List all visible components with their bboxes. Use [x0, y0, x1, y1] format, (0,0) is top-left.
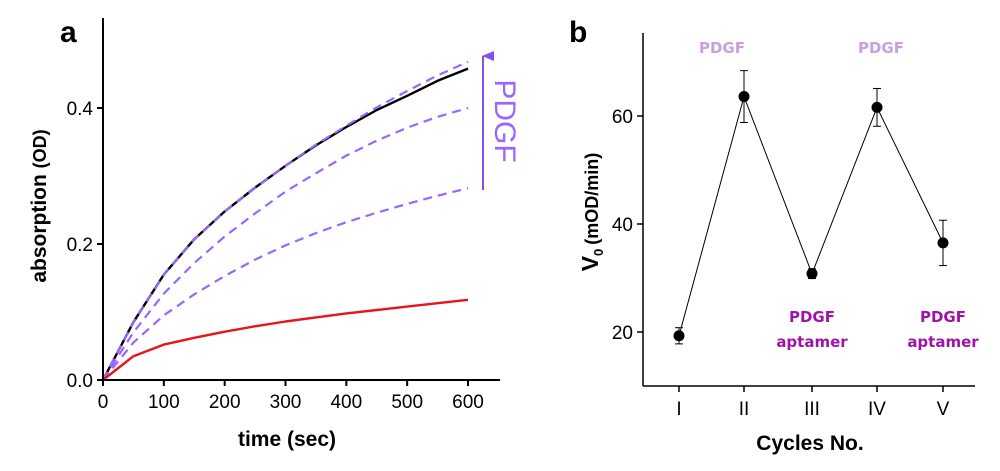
- panel-a-series: [101, 60, 469, 381]
- panel-a-xtick-label: 300: [270, 392, 302, 413]
- pdgf-arrow-label: PDGF: [488, 79, 521, 162]
- panel-a-xtick-label: 500: [391, 392, 423, 413]
- panel-b-ytick-label: 40: [612, 215, 633, 236]
- panel-a-ytick-label: 0.4: [67, 99, 94, 120]
- panel-b-ytick-label: 60: [612, 107, 633, 128]
- panel-b-ytick-label: 20: [612, 323, 633, 344]
- panel-b-xlabel: Cycles No.: [756, 432, 863, 455]
- annotation-pdgf-top-1: PDGF: [699, 39, 745, 57]
- panel-a-series-line: [102, 60, 469, 381]
- panel-b-data-point: [871, 101, 883, 113]
- panel-a-axes: 0 100 200 300 400 500 600 0.0 0.2 0.4: [67, 18, 500, 413]
- panel-b-series-line: [678, 94, 944, 336]
- panel-a-xtick-label: 100: [148, 392, 180, 413]
- panel-b-ylabel-main: V: [577, 255, 603, 271]
- panel-b-xtick-label: III: [804, 399, 820, 420]
- panel-b-ylabel-sub: 0: [591, 249, 606, 256]
- panel-a-series-line: [102, 298, 469, 381]
- panel-b-ylabel: V0 (mOD/min): [577, 153, 606, 272]
- panel-b-data-point: [673, 330, 685, 342]
- panel-b-data-point: [738, 91, 750, 103]
- panel-a-xtick-label: 400: [330, 392, 362, 413]
- panel-a-xlabel: time (sec): [238, 428, 336, 451]
- annotation-pdgf-bottom-2: PDGF: [920, 308, 966, 326]
- panel-b-data-point: [806, 268, 818, 280]
- panel-a-series-line: [101, 67, 469, 381]
- panel-a-label: a: [60, 16, 77, 49]
- annotation-aptamer-bottom-2: aptamer: [907, 333, 979, 351]
- annotation-pdgf-bottom-1: PDGF: [789, 308, 835, 326]
- panel-b-xtick-label: I: [676, 399, 681, 420]
- panel-a-ytick-label: 0.2: [67, 235, 93, 256]
- panel-b-label: b: [569, 16, 587, 49]
- panel-a-ylabel-main: absorption: [28, 174, 51, 283]
- panel-a-ylabel: absorption (OD): [28, 129, 51, 282]
- panel-a-series-line: [102, 106, 469, 381]
- panel-a-series-line: [102, 187, 469, 381]
- panel-a-xtick-label: 600: [452, 392, 484, 413]
- panel-a-ylabel-unit: (OD): [30, 129, 50, 168]
- panel-a-ytick-label: 0.0: [67, 371, 93, 392]
- panel-b-xtick-label: IV: [868, 399, 886, 420]
- annotation-aptamer-bottom-1: aptamer: [776, 333, 848, 351]
- panel-a: a 0 100 200 300 400 500 600 0.0 0.2 0.4 PDGF time…: [28, 16, 521, 451]
- panel-b-xtick-label: V: [937, 399, 950, 420]
- panel-a-xtick-label: 0: [98, 392, 109, 413]
- panel-b-xtick-label: II: [739, 399, 750, 420]
- annotation-pdgf-top-2: PDGF: [858, 39, 904, 57]
- panel-b-data-point: [937, 237, 949, 249]
- panel-a-xtick-label: 200: [209, 392, 241, 413]
- panel-b-series: [673, 70, 949, 345]
- panel-b-ylabel-unit: (mOD/min): [582, 153, 602, 245]
